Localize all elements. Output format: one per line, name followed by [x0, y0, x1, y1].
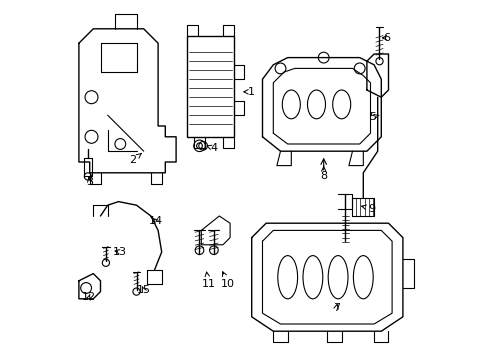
Text: 6: 6: [382, 33, 389, 43]
Text: 12: 12: [82, 292, 96, 302]
Text: 2: 2: [129, 153, 141, 165]
Text: 13: 13: [113, 247, 127, 257]
Text: 8: 8: [320, 166, 326, 181]
Text: 9: 9: [361, 204, 375, 214]
Text: 10: 10: [221, 272, 235, 289]
Text: 5: 5: [368, 112, 378, 122]
Text: 1: 1: [244, 87, 255, 97]
Text: 3: 3: [86, 177, 93, 187]
Text: 15: 15: [137, 285, 150, 295]
Text: 14: 14: [149, 216, 163, 226]
FancyBboxPatch shape: [186, 36, 233, 137]
Text: 7: 7: [332, 303, 339, 313]
Text: 4: 4: [206, 143, 217, 153]
Text: 11: 11: [201, 272, 215, 289]
